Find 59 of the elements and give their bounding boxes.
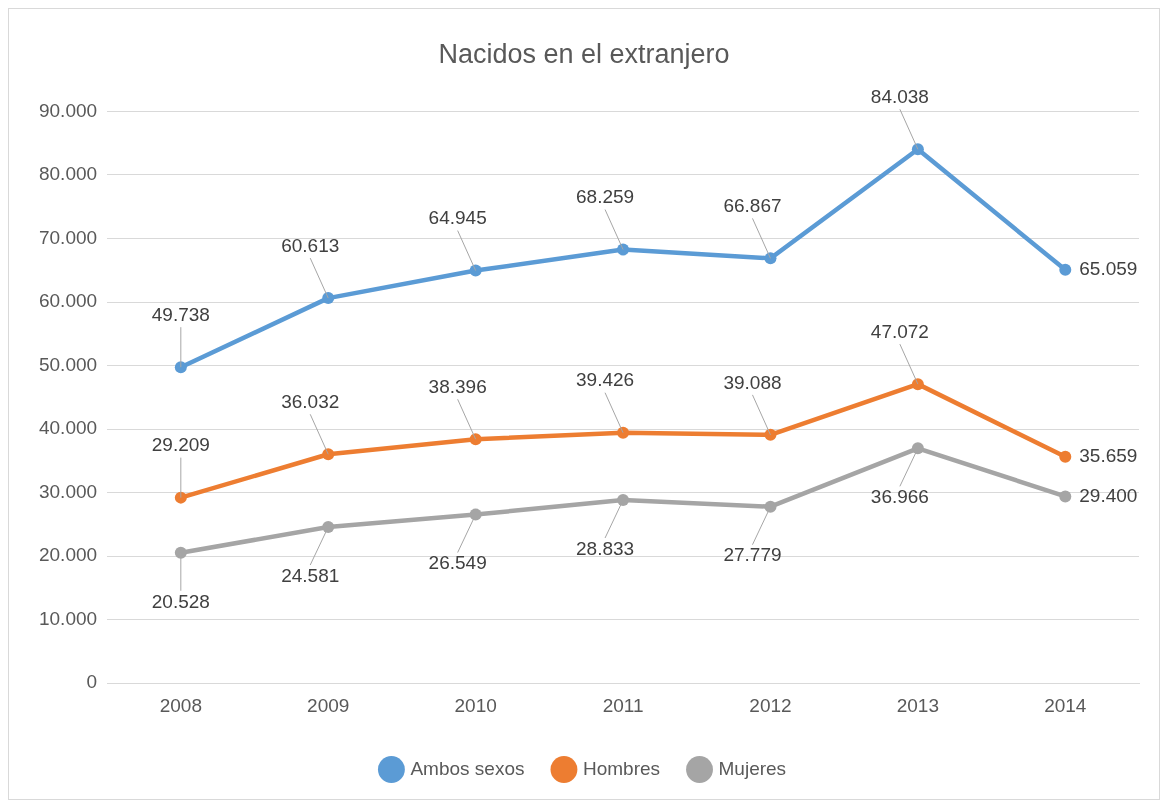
data-label: 64.945 — [428, 207, 487, 229]
point — [174, 491, 187, 504]
x-tick-label: 2010 — [454, 694, 497, 716]
x-tick-label: 2008 — [159, 694, 202, 716]
point — [322, 292, 335, 305]
point — [617, 426, 630, 439]
data-label: 26.549 — [428, 552, 487, 574]
legend-label: Mujeres — [718, 757, 787, 779]
point — [322, 448, 335, 461]
data-label: 35.659 — [1079, 444, 1138, 466]
data-label: 65.059 — [1079, 258, 1138, 280]
data-label: 60.613 — [281, 234, 340, 256]
x-tick-label: 2009 — [307, 694, 350, 716]
data-label: 36.966 — [870, 486, 929, 508]
y-tick-label: 30.000 — [38, 480, 98, 502]
data-label: 39.088 — [723, 371, 782, 393]
data-label: 36.032 — [281, 391, 340, 413]
point — [764, 500, 777, 513]
y-tick-label: 70.000 — [38, 226, 98, 248]
data-label: 66.867 — [723, 195, 782, 217]
point — [911, 378, 924, 391]
data-label: 84.038 — [870, 86, 929, 108]
point — [764, 252, 777, 265]
x-tick-label: 2013 — [896, 694, 940, 716]
x-tick-label: 2011 — [602, 694, 644, 716]
point — [911, 143, 924, 156]
point — [1059, 450, 1072, 463]
y-tick-label: 80.000 — [38, 163, 98, 185]
y-tick-label: 20.000 — [38, 544, 98, 566]
data-label: 38.396 — [428, 375, 487, 397]
data-label: 49.738 — [151, 303, 210, 325]
point — [174, 361, 187, 374]
data-label: 27.779 — [723, 544, 782, 566]
data-label: 68.259 — [575, 186, 635, 208]
data-label: 20.528 — [151, 590, 210, 612]
point — [469, 433, 482, 446]
point — [174, 546, 187, 559]
y-tick-label: 50.000 — [38, 353, 98, 375]
y-tick-label: 0 — [86, 671, 98, 693]
y-tick-label: 60.000 — [38, 290, 98, 312]
legend-label: Hombres — [582, 757, 661, 779]
data-label: 28.833 — [575, 537, 635, 559]
y-tick-label: 40.000 — [38, 417, 98, 439]
data-label: 47.072 — [870, 320, 929, 342]
point — [1059, 490, 1072, 503]
data-label: 29.209 — [151, 434, 210, 456]
chart-title: Nacidos en el extranjero — [438, 38, 730, 69]
point — [617, 494, 630, 507]
x-tick-label: 2012 — [749, 694, 792, 716]
data-label: 24.581 — [281, 564, 340, 586]
point — [322, 521, 335, 534]
legend-label: Ambos sexos — [410, 757, 525, 779]
y-tick-label: 90.000 — [38, 99, 98, 121]
point — [911, 442, 924, 455]
data-label: 29.400 — [1079, 484, 1138, 506]
point — [1059, 263, 1072, 276]
x-tick-label: 2014 — [1044, 694, 1087, 716]
y-tick-label: 10.000 — [38, 607, 98, 629]
data-label: 39.426 — [575, 369, 635, 391]
